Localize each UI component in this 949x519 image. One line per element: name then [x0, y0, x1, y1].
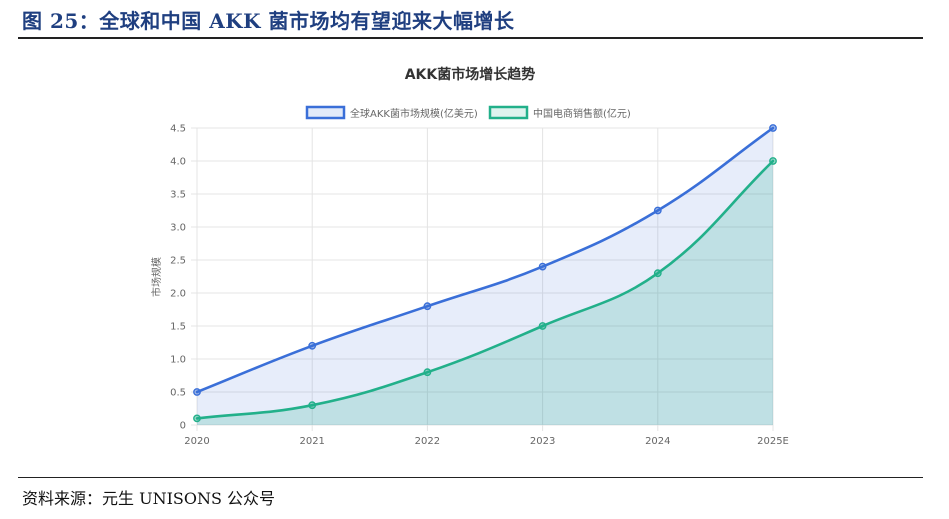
global-akk-market-point: [538, 262, 547, 271]
y-tick-label: 3.0: [170, 223, 186, 234]
china-ecommerce-sales-line: [195, 159, 775, 420]
x-tick-label: 2025E: [757, 436, 789, 447]
figure-title: 图 25：全球和中国 AKK 菌市场均有望迎来大幅增长: [22, 9, 515, 33]
series-lines: [195, 126, 775, 420]
china-ecommerce-sales-area: [197, 161, 773, 425]
top-rule: [18, 37, 923, 39]
y-tick-label: 0.5: [170, 388, 186, 399]
x-axis: 2020 2021 2022 2023 2024 2025E: [184, 436, 789, 447]
legend-item-china-ecommerce-sales: 中国电商销售额(亿元): [488, 105, 631, 120]
y-tick-label: 2.5: [170, 256, 186, 267]
figure-source: 资料来源：元生 UNISONS 公众号: [22, 489, 276, 508]
global-akk-market-point: [653, 206, 662, 215]
grid: [191, 127, 774, 431]
global-akk-market-line: [195, 126, 775, 394]
china-ecommerce-sales-point: [769, 157, 777, 165]
series-areas: [197, 128, 773, 425]
china-ecommerce-sales-point: [653, 269, 662, 278]
chart-title: AKK菌市场增长趋势: [405, 66, 536, 83]
global-akk-market-area: [197, 128, 773, 425]
y-tick-label: 3.5: [170, 190, 186, 201]
series-points: [193, 124, 777, 423]
y-tick-label: 4.5: [170, 124, 186, 135]
y-axis-label: 市场规模: [150, 257, 163, 297]
global-akk-market-point: [308, 341, 317, 350]
legend-swatch-china-ecommerce-sales: [488, 105, 529, 120]
legend: 全球AKK菌市场规模(亿美元) 中国电商销售额(亿元): [305, 105, 631, 120]
y-tick-label: 4.0: [170, 157, 186, 168]
y-axis: 0 0.5 1.0 1.5 2.0 2.5 3.0 3.5 4.0 4.5: [170, 124, 186, 432]
y-tick-label: 1.5: [170, 322, 186, 333]
legend-label-china-ecommerce-sales: 中国电商销售额(亿元): [533, 107, 631, 120]
china-ecommerce-sales-point: [193, 414, 201, 423]
global-akk-market-point: [769, 124, 777, 132]
x-tick-label: 2021: [299, 436, 324, 447]
y-tick-label: 1.0: [170, 355, 186, 366]
y-tick-label: 2.0: [170, 289, 186, 300]
china-ecommerce-sales-point: [423, 368, 432, 377]
legend-label-global-akk-market: 全球AKK菌市场规模(亿美元): [350, 107, 478, 120]
global-akk-market-point: [193, 388, 201, 396]
china-ecommerce-sales-point: [308, 401, 317, 410]
global-akk-market-point: [423, 302, 432, 311]
y-tick-label: 0: [180, 421, 186, 432]
x-tick-label: 2020: [184, 436, 209, 447]
x-tick-label: 2023: [530, 436, 555, 447]
bottom-rule: [18, 477, 923, 478]
legend-item-global-akk-market: 全球AKK菌市场规模(亿美元): [305, 105, 478, 120]
x-tick-label: 2022: [415, 436, 440, 447]
china-ecommerce-sales-point: [538, 322, 547, 330]
legend-swatch-global-akk-market: [305, 105, 346, 120]
x-tick-label: 2024: [645, 436, 670, 447]
